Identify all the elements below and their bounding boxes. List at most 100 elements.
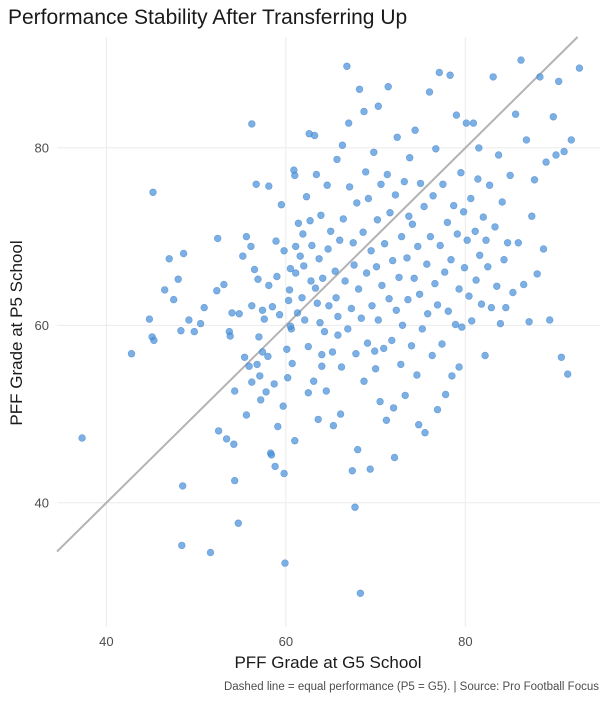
data-point [177, 327, 185, 335]
data-point [506, 171, 514, 180]
data-point [400, 177, 408, 186]
data-point [327, 227, 335, 236]
data-point [418, 325, 426, 333]
grid-lines [57, 37, 600, 627]
data-point [485, 181, 494, 189]
data-point [310, 131, 319, 140]
data-point [476, 251, 484, 260]
data-point [511, 110, 520, 118]
data-point [256, 372, 264, 380]
data-point [477, 300, 486, 308]
data-point [482, 236, 490, 244]
x-tick-label: 40 [99, 634, 113, 649]
data-point [468, 317, 476, 325]
data-point [517, 56, 525, 64]
y-tick-label: 80 [35, 140, 49, 155]
data-point [248, 378, 256, 386]
data-point [367, 247, 375, 255]
data-point [560, 147, 568, 156]
data-point [267, 451, 276, 459]
data-point [296, 252, 304, 260]
data-point [353, 199, 361, 207]
data-point [316, 319, 324, 327]
data-point [444, 307, 452, 315]
data-point [414, 242, 422, 251]
data-point [554, 77, 563, 86]
data-point [333, 155, 341, 164]
data-point [415, 421, 423, 429]
data-point [416, 179, 425, 188]
data-point [428, 351, 436, 360]
data-point [150, 336, 158, 345]
data-point [339, 215, 347, 223]
data-point [397, 232, 406, 241]
data-point [285, 286, 294, 294]
data-point [567, 136, 575, 144]
data-point [453, 230, 461, 238]
data-point [277, 201, 286, 209]
data-point [288, 359, 296, 368]
data-point [178, 541, 186, 550]
data-point [433, 405, 442, 414]
data-point [458, 323, 466, 331]
data-point [533, 270, 541, 278]
data-point [377, 180, 385, 189]
data-point [337, 363, 346, 371]
data-point [372, 263, 381, 271]
data-point [185, 316, 193, 324]
data-point [421, 429, 429, 437]
data-point [274, 422, 282, 431]
data-point [324, 245, 332, 253]
data-point [525, 318, 533, 326]
y-tick-label: 40 [35, 495, 49, 510]
data-point [378, 281, 386, 290]
data-point [479, 213, 487, 221]
data-point [248, 302, 256, 310]
data-point [354, 285, 363, 293]
data-point [462, 119, 470, 127]
data-point [407, 342, 416, 350]
data-point [250, 265, 259, 274]
data-point [252, 180, 260, 189]
data-point [328, 348, 337, 356]
data-point [314, 415, 322, 424]
data-point [350, 261, 358, 269]
data-point [214, 234, 222, 243]
data-point [389, 404, 398, 412]
data-point [313, 299, 321, 307]
data-point [530, 176, 539, 184]
data-point [355, 85, 364, 94]
data-point [411, 126, 419, 134]
data-point [271, 462, 279, 471]
data-point [395, 273, 403, 282]
data-point [190, 327, 199, 336]
data-point [258, 306, 267, 314]
data-point [404, 295, 412, 304]
data-point [240, 353, 249, 361]
data-point [426, 232, 435, 241]
data-point [542, 158, 550, 166]
data-point [270, 380, 278, 388]
data-point [382, 416, 391, 424]
data-point [368, 302, 376, 310]
data-point [373, 216, 382, 224]
x-tick-labels: 40 60 80 [99, 634, 472, 649]
data-point [255, 333, 263, 341]
data-point [436, 241, 444, 250]
data-point [226, 332, 234, 340]
data-point [536, 73, 544, 81]
data-point [519, 280, 528, 289]
data-point [475, 144, 483, 152]
data-point [307, 277, 315, 285]
data-point [213, 287, 221, 295]
data-point [439, 180, 447, 189]
data-point [265, 182, 273, 190]
data-point [161, 286, 169, 294]
data-point [389, 256, 397, 265]
data-point [465, 292, 473, 300]
data-point [397, 360, 405, 369]
data-point [292, 269, 300, 277]
data-point [352, 350, 360, 358]
x-tick-label: 60 [279, 634, 293, 649]
data-point [308, 241, 316, 250]
